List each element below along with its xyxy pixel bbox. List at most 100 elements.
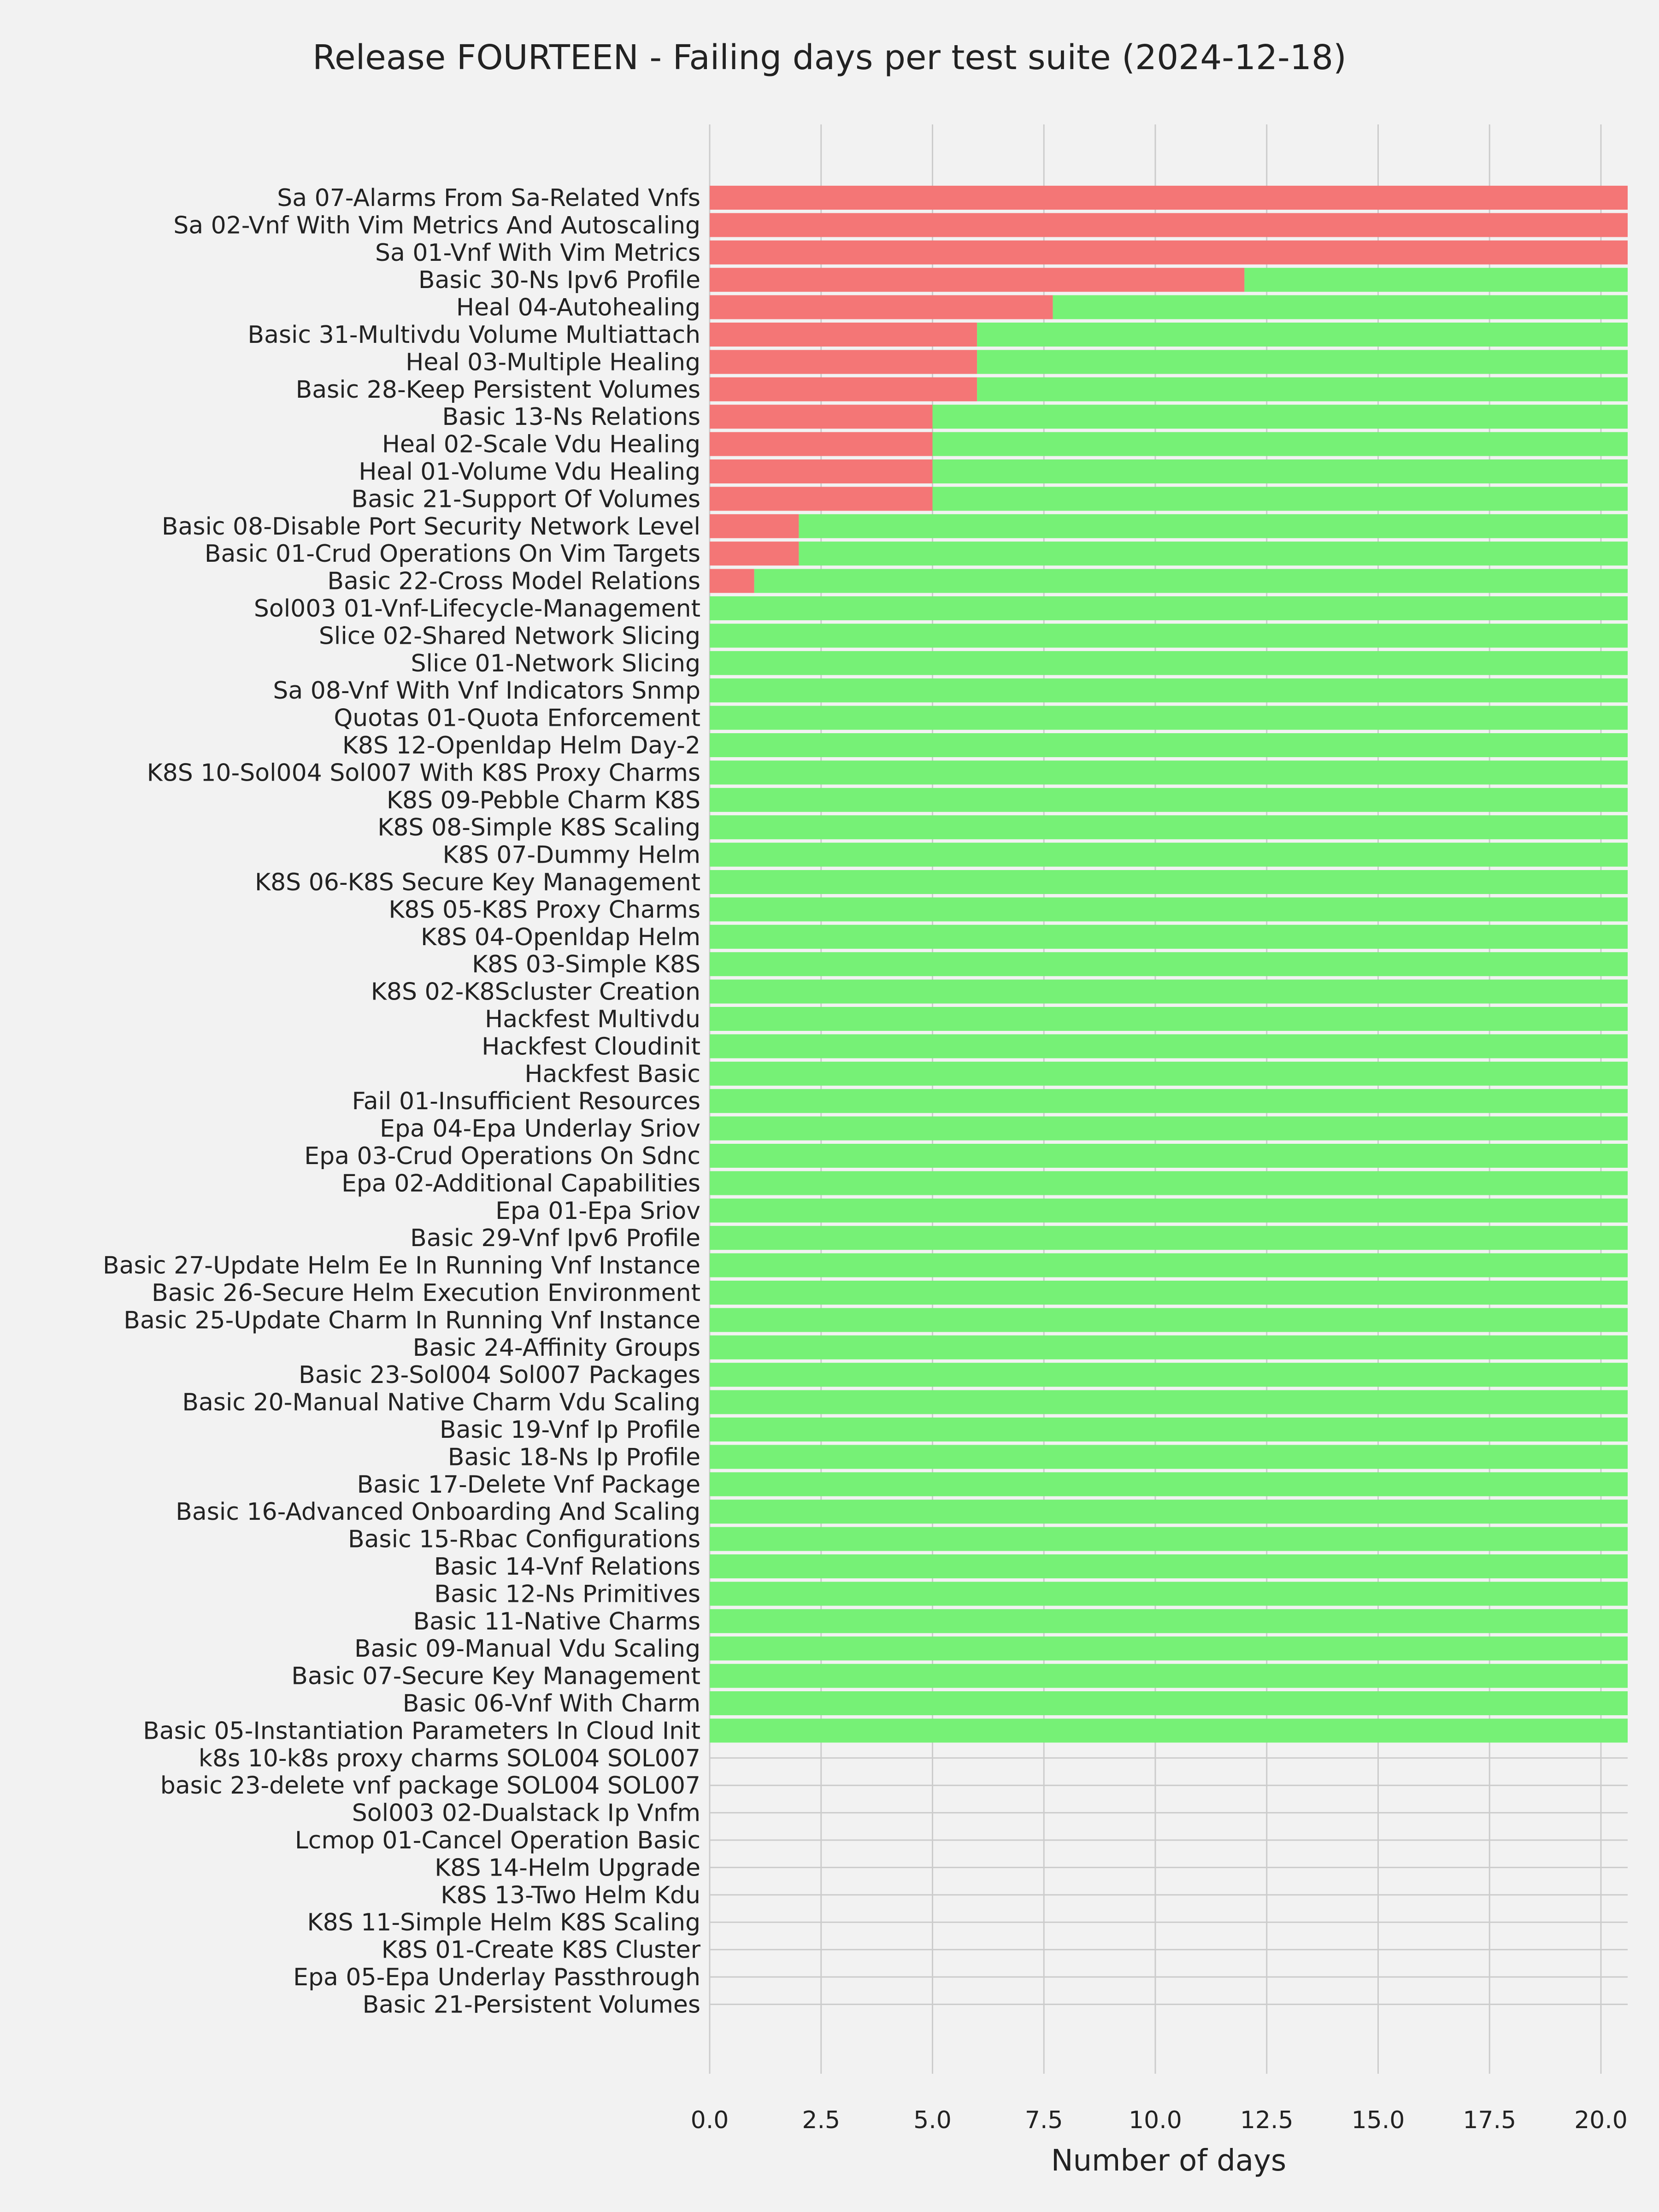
y-tick-label: Basic 12-Ns Primitives [434,1580,700,1608]
x-tick-label: 2.5 [802,2106,840,2134]
x-tick-label: 7.5 [1025,2106,1063,2134]
bar-fail [710,213,1628,237]
bar-pass [710,596,1628,620]
y-tick-label: Basic 17-Delete Vnf Package [357,1471,700,1499]
bar-pass [710,1390,1628,1414]
y-tick-label: Basic 06-Vnf With Charm [403,1690,700,1718]
y-tick-label: Basic 01-Crud Operations On Vim Targets [205,540,700,568]
bar-pass [710,760,1628,785]
bar-pass [710,1253,1628,1277]
y-tick-label: Basic 08-Disable Port Security Network L… [162,513,700,541]
bar-pass [710,979,1628,1004]
x-axis-label: Number of days [1051,2144,1287,2178]
y-tick-label: Basic 09-Manual Vdu Scaling [354,1635,700,1663]
bar-pass [799,541,1628,566]
bar-pass [710,842,1628,867]
y-tick-label: K8S 09-Pebble Charm K8S [387,787,700,814]
y-tick-label: Hackfest Basic [524,1060,700,1088]
bar-pass [710,1718,1628,1743]
bar-pass [710,1308,1628,1332]
y-tick-label: Sa 08-Vnf With Vnf Indicators Snmp [273,677,700,705]
y-tick-label: K8S 04-Openldap Helm [421,924,700,951]
y-tick-label: Basic 31-Multivdu Volume Multiattach [247,321,700,349]
y-tick-label: Basic 16-Advanced Onboarding And Scaling [176,1498,700,1526]
bar-pass [710,815,1628,840]
y-tick-label: Epa 01-Epa Sriov [495,1197,700,1225]
y-tick-label: Epa 05-Epa Underlay Passthrough [293,1964,700,1991]
bar-fail [710,240,1628,265]
bar-pass [799,514,1628,538]
bar-pass [710,1198,1628,1223]
bar-pass [710,1664,1628,1688]
bar-pass [710,1691,1628,1715]
y-tick-label: Sa 01-Vnf With Vim Metrics [375,239,700,267]
bar-pass [977,350,1628,374]
bar-pass [710,1636,1628,1661]
x-tick-label: 5.0 [913,2106,952,2134]
bar-fail [710,377,977,401]
bar-fail [710,350,977,374]
x-tick-label: 10.0 [1129,2106,1182,2134]
bar-pass [710,733,1628,757]
y-tick-label: Basic 30-Ns Ipv6 Profile [418,266,700,294]
y-tick-label: Basic 24-Affinity Groups [413,1334,700,1362]
bar-pass [1244,268,1628,292]
bar-pass [710,1363,1628,1387]
y-tick-label: Slice 02-Shared Network Slicing [319,622,700,650]
y-tick-label: Basic 11-Native Charms [413,1608,700,1635]
y-tick-label: Hackfest Multivdu [485,1006,700,1033]
y-tick-label: Basic 23-Sol004 Sol007 Packages [299,1361,700,1389]
chart-title: Release FOURTEEN - Failing days per test… [312,38,1347,77]
y-tick-label: Sa 07-Alarms From Sa-Related Vnfs [277,184,700,212]
bar-pass [710,651,1628,675]
y-tick-label: K8S 14-Helm Upgrade [435,1854,700,1882]
y-tick-label: K8S 02-K8Scluster Creation [371,978,700,1006]
x-tick-label: 15.0 [1352,2106,1405,2134]
y-tick-label: Basic 05-Instantiation Parameters In Clo… [143,1717,700,1745]
bar-pass [710,1609,1628,1633]
y-tick-label: Heal 01-Volume Vdu Healing [359,458,700,486]
y-tick-label: Hackfest Cloudinit [482,1033,700,1060]
bar-fail [710,569,754,593]
bar-fail [710,295,1053,319]
bar-pass [754,569,1628,593]
bar-pass [710,1226,1628,1250]
y-tick-label: Epa 02-Additional Capabilities [341,1170,700,1197]
bar-pass [710,1582,1628,1606]
bar-pass [710,924,1628,949]
y-tick-label: Basic 28-Keep Persistent Volumes [296,376,700,404]
y-tick-label: Basic 26-Secure Helm Execution Environme… [152,1279,700,1307]
bar-pass [710,897,1628,922]
x-tick-label: 20.0 [1574,2106,1628,2134]
bar-pass [710,870,1628,894]
y-tick-label: Quotas 01-Quota Enforcement [334,705,700,732]
y-tick-label: Sol003 01-Vnf-Lifecycle-Management [254,595,700,623]
bar-pass [710,1034,1628,1059]
bar-pass [710,678,1628,703]
y-tick-label: K8S 10-Sol004 Sol007 With K8S Proxy Char… [147,759,700,787]
bar-fail [710,405,933,429]
y-tick-label: K8S 05-K8S Proxy Charms [388,896,700,924]
bar-pass [710,1007,1628,1031]
x-tick-label: 0.0 [691,2106,729,2134]
y-tick-label: Epa 04-Epa Underlay Sriov [380,1115,700,1143]
bar-pass [977,323,1628,347]
bar-pass [710,1500,1628,1524]
bar-pass [710,624,1628,648]
bar-fail [710,268,1245,292]
bar-pass [710,952,1628,977]
bar-fail [710,487,933,511]
y-tick-label: K8S 08-Simple K8S Scaling [377,814,700,841]
bar-fail [710,459,933,483]
bar-pass [710,1335,1628,1359]
bar-pass [710,1554,1628,1578]
y-tick-label: Basic 21-Support Of Volumes [352,485,700,513]
y-tick-label: K8S 03-Simple K8S [472,951,700,978]
bars [710,186,1628,1743]
y-tick-label: Heal 03-Multiple Healing [406,348,700,376]
y-tick-label: K8S 01-Create K8S Cluster [382,1936,701,1964]
y-tick-label: K8S 12-Openldap Helm Day-2 [342,732,700,759]
bar-fail [710,186,1628,210]
